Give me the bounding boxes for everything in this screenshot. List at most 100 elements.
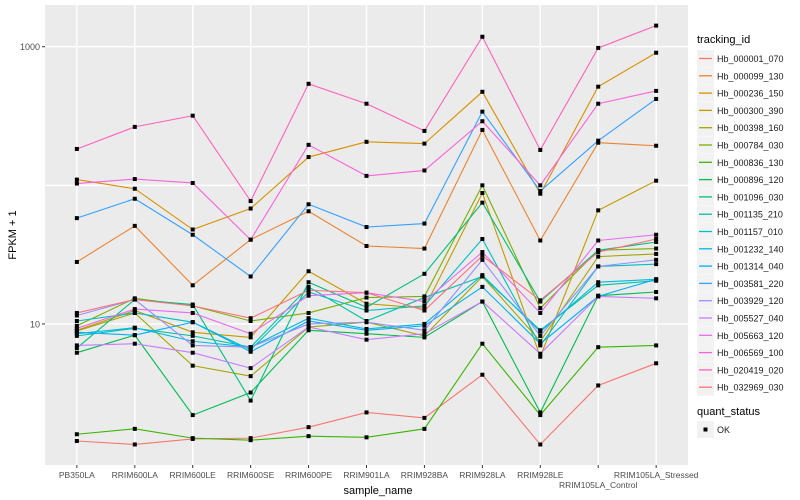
data-point-Hb_003929_120: [190, 343, 195, 348]
data-point-Hb_000236_150: [190, 227, 195, 232]
legend-label-Hb_001314_040: Hb_001314_040: [717, 262, 784, 272]
data-point-Hb_000836_130: [480, 341, 485, 346]
data-point-Hb_001314_040: [306, 318, 311, 323]
data-point-Hb_020419_020: [364, 101, 369, 106]
data-point-Hb_000300_390: [596, 208, 601, 213]
data-point-Hb_001135_210: [74, 333, 79, 338]
data-point-Hb_000836_130: [74, 432, 79, 437]
data-point-Hb_006569_100: [74, 181, 79, 186]
x-tick-label: PB350LA: [59, 470, 95, 480]
data-point-Hb_000099_130: [364, 243, 369, 248]
x-tick-label: RRIM600LA: [112, 470, 159, 480]
data-point-Hb_032969_030: [538, 298, 543, 303]
data-point-Hb_000300_390: [422, 306, 427, 311]
data-point-Hb_020419_020: [654, 23, 659, 28]
data-point-Hb_020419_020: [74, 146, 79, 151]
legend-label-Hb_000784_030: Hb_000784_030: [717, 141, 784, 151]
data-point-Hb_001096_030: [364, 305, 369, 310]
x-tick-label: RRIM600LE: [170, 470, 217, 480]
data-point-Hb_000896_120: [306, 328, 311, 333]
data-point-Hb_032969_030: [654, 237, 659, 242]
data-point-Hb_000236_150: [654, 50, 659, 55]
data-point-Hb_020419_020: [306, 81, 311, 86]
data-point-Hb_000836_130: [422, 426, 427, 431]
legend-label-Hb_032969_030: Hb_032969_030: [717, 383, 784, 393]
data-point-Hb_000896_120: [654, 289, 659, 294]
data-point-Hb_000784_030: [306, 310, 311, 315]
data-point-Hb_032969_030: [190, 303, 195, 308]
legend: tracking_id quant_status OK Hb_000001_07…: [697, 34, 784, 438]
data-point-Hb_003929_120: [306, 321, 311, 326]
data-point-Hb_001232_140: [596, 280, 601, 285]
data-point-Hb_003929_120: [248, 345, 253, 350]
legend-title-tracking-id: tracking_id: [697, 34, 750, 46]
legend-label-Hb_000398_160: Hb_000398_160: [717, 123, 784, 133]
data-point-Hb_003581_220: [306, 202, 311, 207]
data-point-Hb_005527_040: [190, 350, 195, 355]
data-point-Hb_003581_220: [248, 274, 253, 279]
data-point-Hb_000896_120: [248, 390, 253, 395]
data-point-Hb_005527_040: [132, 341, 137, 346]
data-point-Hb_001314_040: [654, 277, 659, 282]
legend-label-Hb_006569_100: Hb_006569_100: [717, 348, 784, 358]
data-point-Hb_000099_130: [132, 223, 137, 228]
data-point-Hb_001096_030: [480, 200, 485, 205]
x-tick-label: RRIM105LA_Stressed: [614, 470, 699, 480]
data-point-Hb_006569_100: [364, 173, 369, 178]
legend-label-Hb_003929_120: Hb_003929_120: [717, 296, 784, 306]
data-point-Hb_003929_120: [480, 257, 485, 262]
y-tick-label: 1000: [20, 42, 40, 52]
legend-label-Hb_000099_130: Hb_000099_130: [717, 71, 784, 81]
data-point-Hb_020419_020: [422, 128, 427, 133]
data-point-Hb_005663_120: [480, 250, 485, 255]
y-tick-label: 10: [30, 319, 40, 329]
data-point-Hb_000236_150: [364, 139, 369, 144]
data-point-Hb_001096_030: [654, 240, 659, 245]
data-point-Hb_005663_120: [422, 299, 427, 304]
legend-label-Hb_005527_040: Hb_005527_040: [717, 314, 784, 324]
data-point-Hb_000001_070: [422, 415, 427, 420]
data-point-Hb_000836_130: [248, 438, 253, 443]
data-point-Hb_005663_120: [248, 331, 253, 336]
data-point-Hb_000001_070: [74, 439, 79, 444]
data-point-Hb_006569_100: [538, 183, 543, 188]
data-point-Hb_020419_020: [190, 113, 195, 118]
data-point-Hb_006569_100: [596, 101, 601, 106]
data-point-Hb_001157_010: [74, 318, 79, 323]
data-point-Hb_020419_020: [538, 147, 543, 152]
data-point-Hb_003581_220: [190, 232, 195, 237]
data-point-Hb_000300_390: [306, 269, 311, 274]
data-point-Hb_032969_030: [132, 297, 137, 302]
data-point-Hb_000236_150: [74, 177, 79, 182]
data-point-Hb_001314_040: [132, 333, 137, 338]
data-point-Hb_006569_100: [248, 237, 253, 242]
data-point-Hb_001232_140: [132, 325, 137, 330]
data-point-Hb_001314_040: [480, 284, 485, 289]
data-point-Hb_003581_220: [538, 189, 543, 194]
x-tick-label: RRIM928LE: [517, 470, 564, 480]
data-point-Hb_001135_210: [190, 333, 195, 338]
data-point-Hb_000896_120: [422, 335, 427, 340]
data-point-Hb_000001_070: [480, 372, 485, 377]
data-point-Hb_001157_010: [364, 308, 369, 313]
data-point-Hb_001135_210: [306, 284, 311, 289]
data-point-Hb_005527_040: [596, 294, 601, 299]
data-point-Hb_000896_120: [364, 331, 369, 336]
data-point-Hb_000236_150: [538, 191, 543, 196]
legend-label-Hb_001135_210: Hb_001135_210: [717, 210, 783, 220]
data-point-Hb_003929_120: [538, 333, 543, 338]
x-tick-label: RRIM600PE: [285, 470, 333, 480]
data-point-Hb_020419_020: [596, 45, 601, 50]
data-point-Hb_001314_040: [248, 349, 253, 354]
data-point-Hb_000896_120: [190, 413, 195, 418]
data-point-Hb_003929_120: [74, 313, 79, 318]
data-point-Hb_000398_160: [538, 339, 543, 344]
data-point-Hb_032969_030: [248, 316, 253, 321]
data-point-Hb_000836_130: [596, 345, 601, 350]
data-point-Hb_006569_100: [654, 88, 659, 93]
data-point-Hb_032969_030: [364, 290, 369, 295]
data-point-Hb_000236_150: [480, 89, 485, 94]
data-point-Hb_005527_040: [422, 331, 427, 336]
data-point-Hb_032969_030: [480, 253, 485, 258]
data-point-Hb_001314_040: [538, 341, 543, 346]
